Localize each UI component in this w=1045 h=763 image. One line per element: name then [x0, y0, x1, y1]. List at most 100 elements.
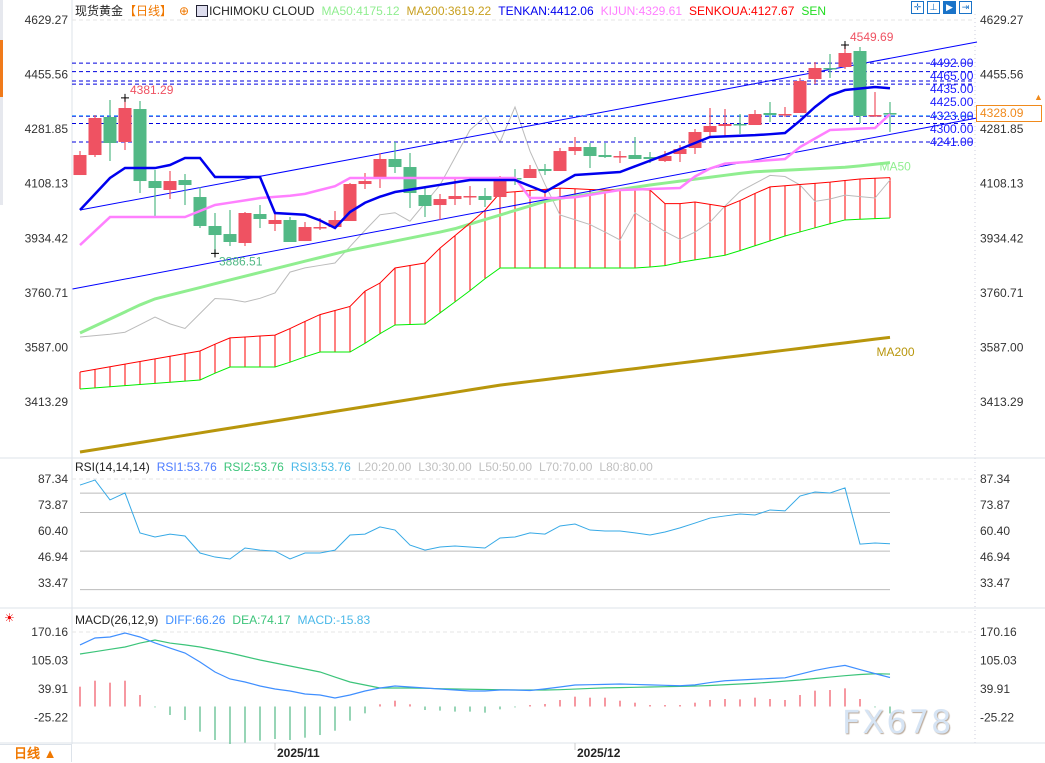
y-tick-right: 3413.29 — [980, 395, 1024, 409]
macd-legend: MACD(26,12,9) DIFF:66.26 DEA:74.17 MACD:… — [75, 613, 370, 627]
candle-up — [553, 151, 567, 172]
candle-up — [778, 114, 792, 116]
l50-value: L50:50.00 — [478, 460, 533, 474]
main-legend: 现货黄金 【日线】 ⊕ ICHIMOKU CLOUD MA50:4175.12 … — [75, 2, 826, 19]
senkoua-value: SENKOUA:4127.67 — [689, 3, 795, 18]
candle-up — [118, 108, 132, 143]
add-indicator-icon[interactable]: ⊕ — [179, 3, 190, 18]
exit-icon[interactable]: ⇥ — [959, 1, 972, 14]
symbol-name: 现货黄金 — [75, 4, 124, 18]
dea-value: DEA:74.17 — [232, 613, 291, 627]
y-tick-right: 4108.13 — [980, 177, 1024, 191]
rsi-y-tick-left: 87.34 — [38, 472, 68, 486]
candle-up — [838, 53, 852, 68]
candle-up — [673, 149, 687, 155]
rsi-y-tick-right: 87.34 — [980, 472, 1010, 486]
macd-y-tick-right: 39.91 — [980, 682, 1010, 696]
candle-down — [208, 226, 222, 236]
rsi-y-tick-right: 33.47 — [980, 576, 1010, 590]
candle-up — [463, 196, 477, 198]
rsi-y-tick-left: 46.94 — [38, 550, 68, 564]
rsi-legend: RSI(14,14,14) RSI1:53.76 RSI2:53.76 RSI3… — [75, 460, 653, 474]
indicator-name[interactable]: ICHIMOKU CLOUD — [209, 3, 315, 18]
candle-down — [583, 147, 597, 157]
candle-down — [643, 157, 657, 160]
candle-up — [793, 80, 807, 114]
rsi1-value: RSI1:53.76 — [156, 460, 217, 474]
candle-down — [883, 113, 897, 115]
rsi-y-tick-right: 73.87 — [980, 498, 1010, 512]
candle-down — [763, 113, 777, 116]
crosshair-icon[interactable]: ✛ — [911, 1, 924, 14]
period-label[interactable]: 【日线】 — [124, 4, 173, 18]
dea-line — [79, 639, 891, 691]
candle-up — [868, 115, 882, 117]
price-level-label: 4465.00 — [930, 69, 974, 83]
macd-y-tick-right: 105.03 — [980, 654, 1017, 668]
macd-title[interactable]: MACD(26,12,9) — [75, 613, 159, 627]
play-icon[interactable]: ▶ — [943, 1, 956, 14]
period-button[interactable]: 日线 ▲ — [0, 744, 72, 762]
side-scrollbar[interactable] — [0, 0, 3, 205]
high-price-label: 4381.29 — [130, 83, 174, 97]
candle-down — [178, 180, 192, 186]
macd-value: MACD:-15.83 — [297, 613, 371, 627]
candle-down — [538, 169, 552, 172]
chikou-line — [79, 105, 891, 338]
macd-y-tick-left: 170.16 — [31, 625, 68, 639]
candle-up — [73, 155, 87, 176]
low-price-label: 3886.51 — [219, 254, 263, 268]
ma50-line — [79, 161, 891, 335]
y-tick-right: 3760.71 — [980, 286, 1024, 300]
candle-up — [298, 227, 312, 242]
candle-up — [568, 147, 582, 152]
watermark-logo: FX678 — [842, 703, 954, 741]
high-price-label: 4549.69 — [850, 30, 894, 44]
candle-up — [88, 118, 102, 156]
y-tick-right: 4455.56 — [980, 68, 1024, 82]
rsi-title[interactable]: RSI(14,14,14) — [75, 460, 150, 474]
x-tick-label: 2025/12 — [577, 746, 621, 760]
extreme-marker-icon — [841, 41, 849, 49]
trend-channel-line — [72, 117, 978, 290]
rsi1-line — [79, 479, 891, 560]
current-price-label: 4328.09 — [976, 105, 1042, 122]
candle-up — [808, 68, 822, 80]
candle-up — [163, 181, 177, 191]
y-tick-left: 3413.29 — [25, 395, 69, 409]
rsi-y-tick-left: 33.47 — [38, 576, 68, 590]
macd-y-tick-left: -25.22 — [34, 711, 68, 725]
candle-down — [418, 195, 432, 206]
candle-down — [823, 68, 837, 70]
tenkan-value: TENKAN:4412.06 — [498, 3, 594, 18]
y-tick-right: 3587.00 — [980, 340, 1024, 354]
rsi-y-tick-left: 60.40 — [38, 524, 68, 538]
candle-up — [328, 220, 342, 228]
candle-down — [283, 220, 297, 243]
y-tick-right: 3934.42 — [980, 231, 1024, 245]
ma50-value: MA50:4175.12 — [321, 3, 400, 18]
candle-down — [148, 181, 162, 188]
scrollbar-thumb[interactable] — [0, 40, 3, 97]
y-tick-left: 3934.42 — [25, 231, 69, 245]
price-level-label: 4323.00 — [930, 109, 974, 123]
y-tick-left: 4455.56 — [25, 68, 69, 82]
y-tick-left: 4629.27 — [25, 13, 69, 27]
price-alert-icon[interactable]: ▲ — [1034, 92, 1043, 102]
l20-value: L20:20.00 — [357, 460, 412, 474]
senkou-b-line — [79, 217, 891, 390]
y-tick-left: 3587.00 — [25, 340, 69, 354]
rsi-y-tick-left: 73.87 — [38, 498, 68, 512]
price-level-label: 4241.00 — [930, 135, 974, 149]
candle-up — [658, 156, 672, 162]
range-icon[interactable]: ⊥ — [927, 1, 940, 14]
rsi3-value: RSI3:53.76 — [290, 460, 351, 474]
candle-up — [268, 220, 282, 224]
y-tick-right: 4629.27 — [980, 13, 1024, 27]
settings-sun-icon[interactable]: ☀ — [4, 611, 15, 625]
senkou-a-line — [79, 177, 891, 373]
ma50-label: MA50 — [880, 160, 912, 174]
candle-up — [433, 199, 447, 206]
candle-down — [388, 159, 402, 168]
